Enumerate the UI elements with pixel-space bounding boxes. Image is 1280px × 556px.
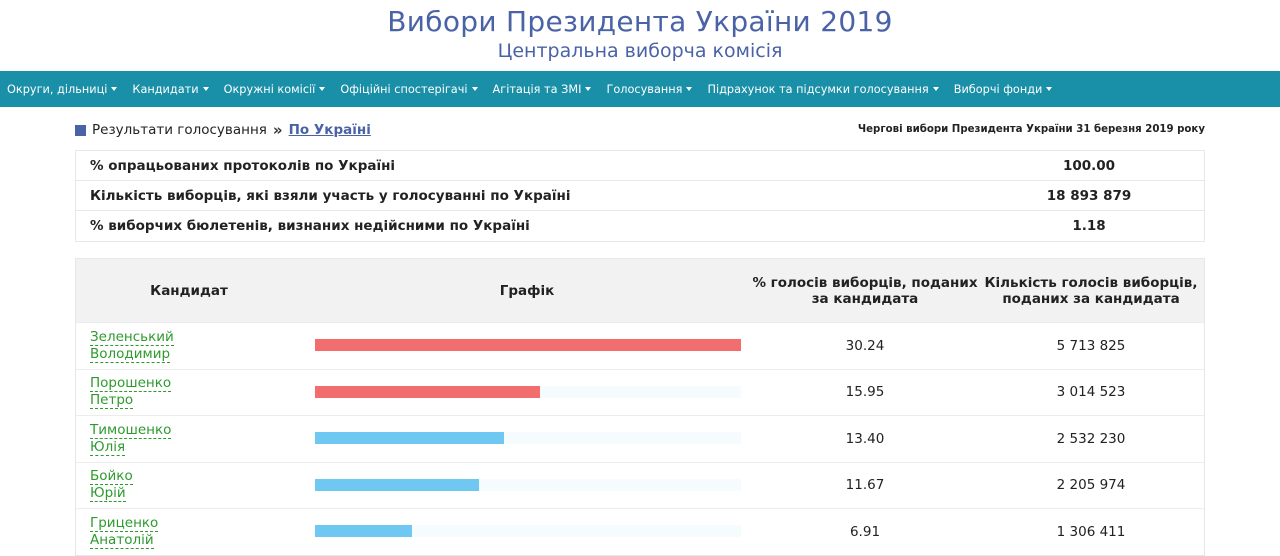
candidate-cell: Бойко Юрій [76, 468, 302, 503]
nav-item-counting-results[interactable]: Підрахунок та підсумки голосування [707, 82, 939, 96]
caret-down-icon [202, 87, 209, 91]
header-candidate: Кандидат [150, 282, 228, 299]
percent-cell: 15.95 [845, 384, 885, 401]
candidate-cell: Тимошенко Юлія [76, 422, 302, 456]
nav-item-voting[interactable]: Голосування [606, 82, 693, 96]
nav-item-election-funds[interactable]: Виборчі фонди [954, 83, 1053, 96]
breadcrumb-section: Результати голосування [92, 122, 267, 138]
votes-cell: 5 713 825 [1056, 337, 1126, 354]
summary-row: Кількість виборців, які взяли участь у г… [76, 181, 1204, 211]
header-chart: Графік [499, 282, 555, 299]
table-row: Гриценко Анатолій 6.91 1 306 411 [76, 508, 1204, 555]
table-row: Тимошенко Юлія 13.40 2 532 230 [76, 415, 1204, 462]
candidate-cell: Зеленський Володимир [76, 329, 302, 363]
header-percent: % голосів виборців, поданих за кандидата [752, 274, 978, 307]
table-row: Порошенко Петро 15.95 3 014 523 [76, 368, 1204, 416]
votes-cell: 1 306 411 [1056, 523, 1126, 540]
caret-down-icon [585, 87, 592, 91]
nav-item-district-commissions[interactable]: Окружні комісії [224, 83, 326, 96]
nav-item-label: Виборчі фонди [953, 82, 1043, 96]
nav-item-label: Кандидати [132, 82, 199, 96]
nav-item-label: Окружні комісії [223, 82, 316, 96]
site-title: Вибори Президента України 2019 [387, 5, 893, 38]
votes-cell: 2 205 974 [1056, 477, 1126, 494]
candidate-name-link[interactable]: Юрій [90, 485, 126, 503]
candidate-surname-link[interactable]: Бойко [90, 468, 133, 486]
candidate-surname-link[interactable]: Тимошенко [90, 421, 172, 439]
chart-cell [302, 323, 752, 369]
nav-item-observers[interactable]: Офіційні спостерігачі [340, 82, 478, 96]
candidate-surname-link[interactable]: Порошенко [90, 375, 172, 393]
summary-label: Кількість виборців, які взяли участь у г… [90, 187, 571, 204]
candidate-surname-link[interactable]: Гриценко [90, 514, 159, 532]
caret-down-icon [686, 87, 693, 91]
percent-cell: 30.24 [845, 337, 885, 354]
candidate-name-link[interactable]: Юлія [90, 438, 126, 456]
results-header-row: Кандидат Графік % голосів виборців, пода… [76, 259, 1204, 322]
summary-label: % виборчих бюлетенів, визнаних недійсним… [90, 218, 530, 234]
square-bullet-icon [75, 124, 86, 136]
votes-cell: 3 014 523 [1056, 384, 1126, 401]
breadcrumb-separator: » [272, 121, 283, 139]
nav-item-label: Офіційні спостерігачі [340, 82, 468, 96]
site-header: Вибори Президента України 2019 Центральн… [0, 0, 1280, 71]
caret-down-icon [319, 87, 326, 91]
caret-down-icon [932, 87, 939, 91]
percent-cell: 6.91 [849, 523, 881, 540]
bar-track [315, 478, 741, 491]
bar-track [315, 339, 741, 351]
candidate-name-link[interactable]: Петро [90, 392, 134, 410]
results-table: Кандидат Графік % голосів виборців, пода… [75, 258, 1205, 556]
result-bar [315, 478, 480, 491]
caret-down-icon [1046, 87, 1053, 91]
votes-cell: 2 532 230 [1056, 430, 1126, 447]
result-bar [315, 525, 413, 537]
site-subtitle: Центральна виборча комісія [497, 40, 783, 62]
nav-item-districts[interactable]: Округи, дільниці [7, 82, 118, 96]
candidate-cell: Порошенко Петро [76, 375, 302, 410]
caret-down-icon [111, 87, 118, 91]
nav-item-label: Округи, дільниці [7, 82, 108, 96]
summary-row: % виборчих бюлетенів, визнаних недійсним… [76, 211, 1204, 241]
result-bar [315, 339, 741, 351]
percent-cell: 11.67 [845, 477, 885, 494]
result-bar [315, 385, 540, 398]
chart-cell [302, 416, 752, 462]
summary-value: 1.18 [1072, 218, 1106, 234]
summary-table: % опрацьованих протоколів по Україні 100… [75, 150, 1205, 242]
nav-item-agitation-media[interactable]: Агітація та ЗМІ [493, 83, 592, 96]
main-content: Результати голосування » По Україні Черг… [75, 107, 1205, 556]
nav-item-candidates[interactable]: Кандидати [132, 82, 209, 96]
candidate-surname-link[interactable]: Зеленський [90, 328, 174, 346]
nav-item-label: Підрахунок та підсумки голосування [707, 82, 929, 96]
summary-value: 100.00 [1062, 157, 1116, 174]
candidate-name-link[interactable]: Анатолій [90, 531, 154, 549]
nav-item-label: Агітація та ЗМІ [492, 82, 582, 96]
summary-row: % опрацьованих протоколів по Україні 100… [76, 151, 1204, 181]
main-navbar: Округи, дільниці Кандидати Окружні коміс… [0, 71, 1280, 107]
header-votes: Кількість голосів виборців, поданих за к… [984, 274, 1198, 307]
bar-track [315, 385, 741, 398]
chart-cell [302, 509, 752, 555]
candidate-cell: Гриценко Анатолій [76, 515, 302, 549]
breadcrumb-row: Результати голосування » По Україні Черг… [75, 107, 1205, 150]
bar-track [315, 432, 741, 444]
breadcrumb-current-link[interactable]: По Україні [288, 122, 371, 138]
percent-cell: 13.40 [845, 430, 885, 447]
breadcrumb: Результати голосування » По Україні [75, 121, 371, 139]
caret-down-icon [471, 87, 478, 91]
chart-cell [302, 463, 752, 509]
chart-cell [302, 370, 752, 416]
summary-label: % опрацьованих протоколів по Україні [90, 157, 396, 174]
summary-value: 18 893 879 [1046, 187, 1132, 204]
election-note: Чергові вибори Президента України 31 бер… [857, 124, 1205, 135]
nav-item-label: Голосування [606, 82, 683, 96]
candidate-name-link[interactable]: Володимир [90, 345, 171, 363]
table-row: Бойко Юрій 11.67 2 205 974 [76, 461, 1204, 509]
result-bar [315, 432, 504, 444]
bar-track [315, 525, 741, 537]
table-row: Зеленський Володимир 30.24 5 713 825 [76, 322, 1204, 369]
